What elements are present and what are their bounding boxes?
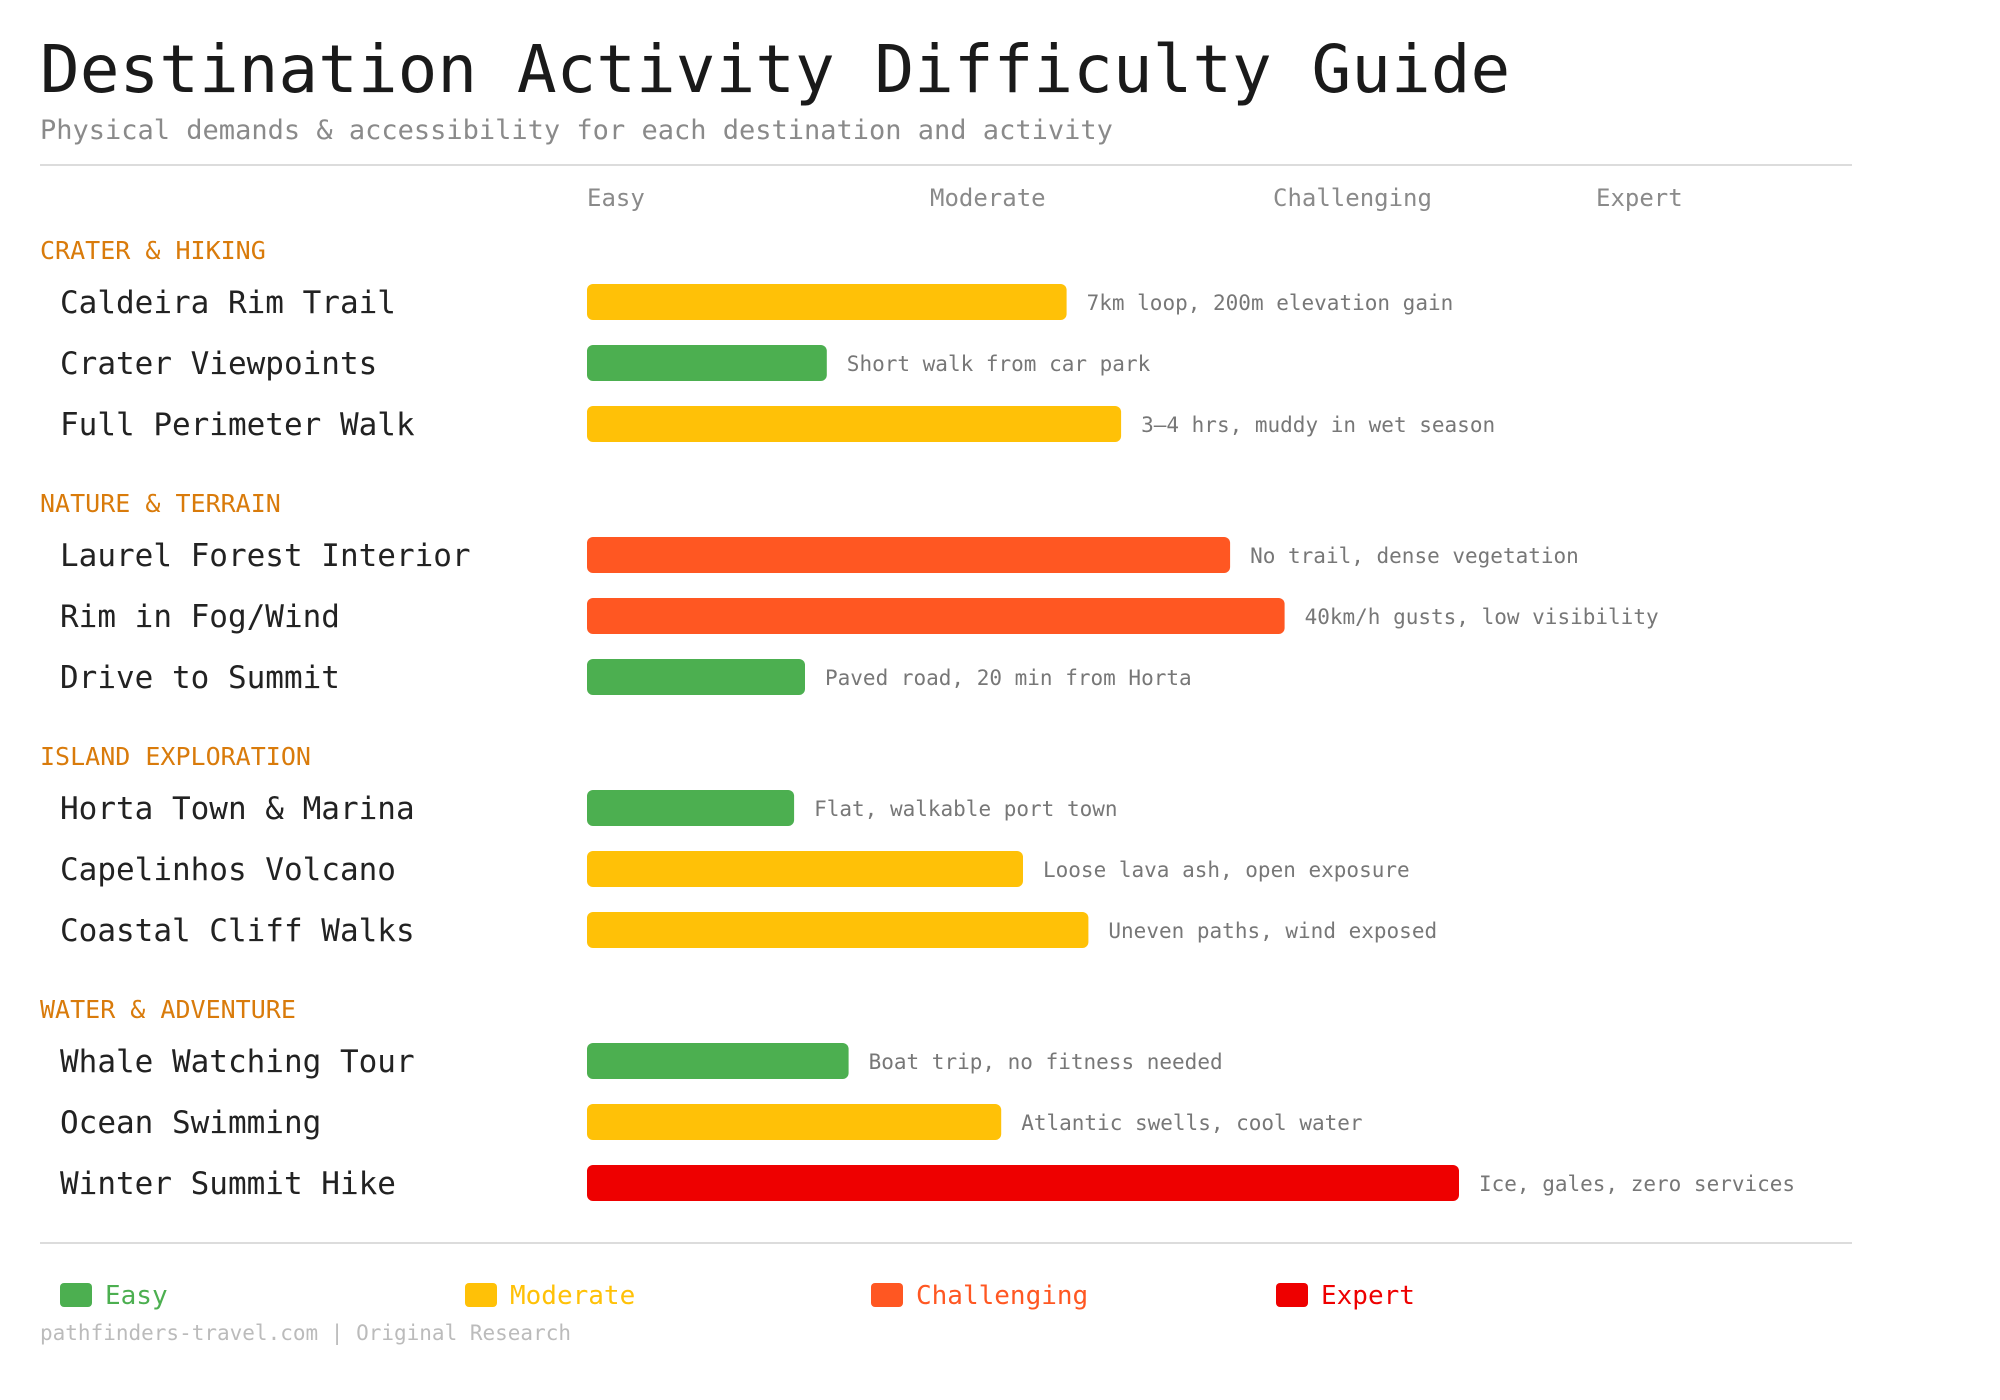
activity-label: Horta Town & Marina	[60, 791, 415, 827]
legend-label-moderate: Moderate	[510, 1281, 635, 1311]
scale-label-challenging: Challenging	[1273, 184, 1432, 212]
activity-label: Winter Summit Hike	[60, 1166, 396, 1202]
difficulty-bar	[587, 851, 1023, 887]
difficulty-bar	[587, 345, 827, 381]
legend-swatch-easy	[60, 1283, 92, 1307]
activity-label: Caldeira Rim Trail	[60, 285, 396, 321]
activity-label: Coastal Cliff Walks	[60, 913, 415, 949]
bar-note: No trail, dense vegetation	[1250, 544, 1579, 568]
bar-note: 3–4 hrs, muddy in wet season	[1141, 413, 1495, 437]
bar-note: 40km/h gusts, low visibility	[1305, 605, 1659, 629]
chart-subtitle: Physical demands & accessibility for eac…	[40, 115, 1113, 146]
bar-note: Uneven paths, wind exposed	[1108, 919, 1437, 943]
legend-label-challenging: Challenging	[916, 1281, 1088, 1311]
category-label: WATER & ADVENTURE	[40, 995, 296, 1024]
difficulty-bar	[587, 1043, 849, 1079]
chart-title: Destination Activity Difficulty Guide	[40, 31, 1511, 108]
activity-label: Laurel Forest Interior	[60, 538, 471, 574]
bar-note: Paved road, 20 min from Horta	[825, 666, 1192, 690]
activity-label: Rim in Fog/Wind	[60, 599, 340, 635]
activity-label: Full Perimeter Walk	[60, 407, 415, 443]
scale-label-expert: Expert	[1596, 184, 1683, 212]
difficulty-bar	[587, 598, 1285, 634]
bar-note: Short walk from car park	[847, 352, 1151, 376]
difficulty-bar	[587, 284, 1067, 320]
bar-note: Boat trip, no fitness needed	[869, 1050, 1223, 1074]
difficulty-bar	[587, 406, 1122, 442]
category-label: ISLAND EXPLORATION	[40, 742, 311, 771]
difficulty-bar	[587, 1104, 1002, 1140]
activity-label: Drive to Summit	[60, 660, 340, 696]
difficulty-bar	[587, 537, 1231, 573]
legend-swatch-moderate	[465, 1283, 497, 1307]
difficulty-bar	[587, 912, 1089, 948]
legend-label-expert: Expert	[1321, 1281, 1415, 1311]
scale-label-moderate: Moderate	[930, 184, 1046, 212]
bar-note: Ice, gales, zero services	[1479, 1172, 1795, 1196]
bar-note: Atlantic swells, cool water	[1021, 1111, 1362, 1135]
activity-label: Whale Watching Tour	[60, 1044, 415, 1080]
category-label: NATURE & TERRAIN	[40, 489, 281, 518]
legend-label-easy: Easy	[105, 1281, 168, 1311]
bar-note: 7km loop, 200m elevation gain	[1087, 291, 1454, 315]
activity-label: Ocean Swimming	[60, 1105, 321, 1141]
difficulty-bar	[587, 659, 805, 695]
footer-divider	[40, 1242, 1852, 1244]
activity-label: Capelinhos Volcano	[60, 852, 396, 888]
header-divider	[40, 164, 1852, 166]
activity-label: Crater Viewpoints	[60, 346, 377, 382]
difficulty-bar	[587, 790, 795, 826]
legend-swatch-challenging	[871, 1283, 903, 1307]
legend-swatch-expert	[1276, 1283, 1308, 1307]
source-credit: pathfinders-travel.com | Original Resear…	[40, 1321, 572, 1345]
scale-label-easy: Easy	[587, 184, 645, 212]
bar-note: Loose lava ash, open exposure	[1043, 858, 1410, 882]
bar-note: Flat, walkable port town	[814, 797, 1117, 821]
difficulty-bar	[587, 1165, 1459, 1201]
category-label: CRATER & HIKING	[40, 236, 266, 265]
